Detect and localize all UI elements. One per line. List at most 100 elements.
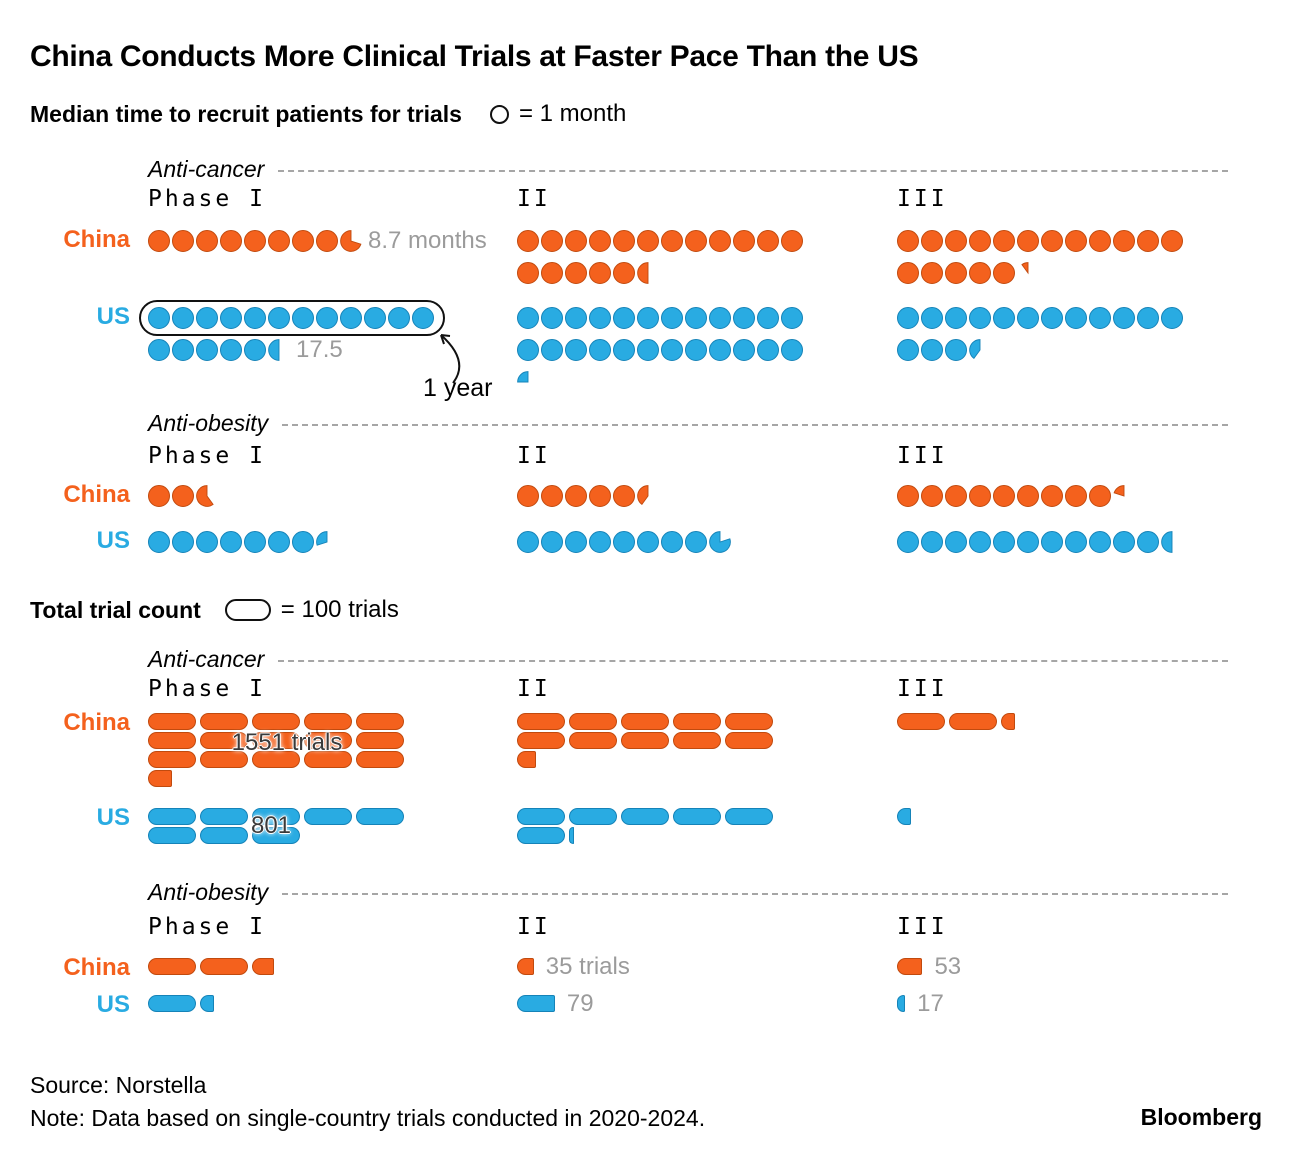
pill — [252, 808, 300, 825]
pill — [356, 808, 404, 825]
dot — [565, 339, 587, 361]
pill — [897, 713, 945, 730]
phase-header: III — [897, 443, 948, 469]
pill — [200, 827, 248, 844]
pill-partial — [897, 808, 912, 825]
dot — [220, 339, 242, 361]
median-section-title: Median time to recruit patients for tria… — [30, 100, 462, 127]
phase-header: Phase I — [148, 914, 266, 940]
dot — [565, 307, 587, 329]
pill — [148, 732, 196, 749]
dot — [244, 307, 266, 329]
dot — [921, 230, 943, 252]
pill — [200, 958, 248, 975]
phase-header: II — [517, 914, 551, 940]
dot — [945, 485, 967, 507]
pill — [356, 751, 404, 768]
dot — [1017, 230, 1039, 252]
dot — [1041, 307, 1063, 329]
section-divider — [282, 423, 1228, 426]
pill — [304, 732, 352, 749]
pill — [569, 808, 617, 825]
pill — [148, 958, 196, 975]
dot — [993, 262, 1015, 284]
dot — [1161, 307, 1183, 329]
pill-partial — [517, 958, 534, 975]
dot — [969, 485, 991, 507]
dot — [589, 531, 611, 553]
total-legend: Total trial count = 100 trials — [30, 596, 399, 624]
dot — [757, 307, 779, 329]
pill — [200, 808, 248, 825]
dot — [613, 339, 635, 361]
dot — [517, 262, 539, 284]
phase-header: III — [897, 186, 948, 212]
footer-source: Source: Norstella — [30, 1072, 207, 1098]
section-heading-label: Anti-cancer — [148, 156, 265, 182]
pill — [252, 732, 300, 749]
dot — [589, 262, 611, 284]
dot — [292, 307, 314, 329]
phase-header: III — [897, 914, 948, 940]
pill — [517, 808, 565, 825]
pill — [725, 732, 773, 749]
dot — [292, 230, 314, 252]
dot — [661, 339, 683, 361]
dot — [637, 307, 659, 329]
pill — [569, 732, 617, 749]
pill — [517, 827, 565, 844]
dot — [589, 307, 611, 329]
dot — [172, 339, 194, 361]
dot — [1089, 307, 1111, 329]
dot — [781, 339, 803, 361]
pill — [148, 751, 196, 768]
dot — [1137, 307, 1159, 329]
pill — [356, 713, 404, 730]
dot — [897, 531, 919, 553]
section-divider — [282, 892, 1228, 895]
dot — [292, 531, 314, 553]
dot — [541, 262, 563, 284]
dot — [921, 531, 943, 553]
dot — [565, 485, 587, 507]
series-label-us: US — [96, 991, 130, 1018]
dot — [733, 230, 755, 252]
dot — [517, 485, 539, 507]
pill-partial — [1001, 713, 1016, 730]
pill — [252, 827, 300, 844]
section-divider — [278, 169, 1228, 172]
dot — [244, 230, 266, 252]
page-title: China Conducts More Clinical Trials at F… — [30, 40, 919, 73]
pill — [252, 713, 300, 730]
series-label-china: China — [63, 226, 130, 253]
dot — [1161, 230, 1183, 252]
dot — [733, 339, 755, 361]
dot — [993, 230, 1015, 252]
section-heading: Anti-obesity — [148, 410, 1228, 437]
dot — [148, 230, 170, 252]
dot — [565, 531, 587, 553]
dot — [1041, 230, 1063, 252]
dot — [921, 262, 943, 284]
dot — [1041, 531, 1063, 553]
dot — [781, 230, 803, 252]
dot — [196, 307, 218, 329]
dot — [921, 485, 943, 507]
dot — [589, 485, 611, 507]
dot — [220, 230, 242, 252]
pill — [725, 808, 773, 825]
dot — [172, 531, 194, 553]
dot — [541, 485, 563, 507]
dot-partial — [268, 339, 280, 361]
dot — [268, 531, 290, 553]
value-annotation: 79 — [566, 989, 594, 1017]
dot — [541, 307, 563, 329]
dot-partial — [316, 531, 328, 546]
dot — [661, 230, 683, 252]
overlay-annotation: 1551 trials — [231, 729, 343, 756]
one-year-box — [139, 300, 445, 336]
section-heading-label: Anti-obesity — [148, 410, 269, 436]
dot-partial — [969, 339, 981, 360]
bloomberg-logo: Bloomberg — [1140, 1104, 1262, 1130]
dot-partial — [637, 485, 649, 506]
